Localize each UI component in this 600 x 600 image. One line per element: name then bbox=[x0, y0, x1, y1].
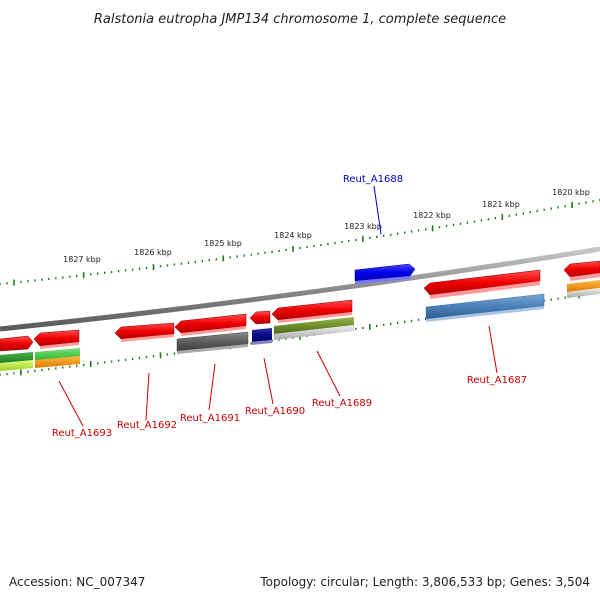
map-title: Ralstonia eutropha JMP134 chromosome 1, … bbox=[94, 12, 506, 27]
gene-reut-a1693[interactable] bbox=[0, 335, 34, 352]
gene-shadow bbox=[426, 306, 544, 322]
gene-shadow bbox=[430, 281, 540, 299]
gene-right-edge[interactable] bbox=[563, 260, 600, 278]
gene-shadow bbox=[355, 276, 410, 284]
label-reut-a1691[interactable]: Reut_A1691 bbox=[180, 413, 240, 424]
gene-shadow bbox=[181, 326, 246, 336]
feature-light-bar-right bbox=[567, 288, 600, 298]
gene-reut-a1689[interactable] bbox=[271, 299, 353, 321]
leader-reut-a1690 bbox=[263, 357, 274, 405]
leader-reut-a1689 bbox=[316, 350, 341, 397]
gene-shadow bbox=[278, 312, 352, 323]
label-reut-a1690[interactable]: Reut_A1690 bbox=[245, 406, 305, 417]
tick-label-1823: 1823 kbp bbox=[344, 222, 382, 231]
gene-shadow bbox=[570, 273, 600, 281]
label-reut-a1688[interactable]: Reut_A1688 bbox=[343, 174, 403, 185]
leader-reut-a1693 bbox=[58, 380, 84, 427]
gene-reut-a1691[interactable] bbox=[174, 313, 247, 334]
tick-label-1820: 1820 kbp bbox=[552, 188, 590, 197]
feature-orange-bar bbox=[35, 356, 80, 368]
label-reut-a1689[interactable]: Reut_A1689 bbox=[312, 398, 372, 409]
gene-reut-a1690[interactable] bbox=[249, 310, 271, 325]
feature-light-gray-bar bbox=[274, 325, 354, 340]
reverse-strand-genes bbox=[0, 280, 600, 371]
feature-navy-bar bbox=[252, 328, 272, 342]
forward-strand-genes bbox=[354, 260, 600, 299]
outer-tick-ring bbox=[0, 198, 600, 286]
label-reut-a1687[interactable]: Reut_A1687 bbox=[467, 375, 527, 386]
gene-reut-a1688[interactable] bbox=[354, 263, 416, 282]
leader-reut-a1687 bbox=[488, 325, 498, 374]
gene-left-red-2[interactable] bbox=[33, 329, 80, 347]
chromosome-backbone bbox=[0, 246, 600, 332]
footer-accession: Accession: NC_007347 bbox=[9, 575, 145, 589]
tick-label-1827: 1827 kbp bbox=[63, 255, 101, 264]
label-reut-a1692[interactable]: Reut_A1692 bbox=[117, 420, 177, 431]
tick-label-1822: 1822 kbp bbox=[413, 211, 451, 220]
tick-label-1824: 1824 kbp bbox=[274, 231, 312, 240]
feature-lime-bar bbox=[0, 360, 33, 371]
gene-reut-a1692[interactable] bbox=[114, 322, 175, 340]
tick-label-1825: 1825 kbp bbox=[204, 239, 242, 248]
leader-reut-a1688 bbox=[373, 185, 382, 235]
label-leader-lines bbox=[58, 185, 498, 427]
tick-label-1821: 1821 kbp bbox=[482, 200, 520, 209]
tick-labels: 1827 kbp 1826 kbp 1825 kbp 1824 kbp 1823… bbox=[63, 188, 590, 264]
gene-shadow bbox=[177, 344, 248, 354]
gene-shadow bbox=[252, 340, 272, 345]
leader-reut-a1691 bbox=[208, 363, 216, 411]
label-reut-a1693[interactable]: Reut_A1693 bbox=[52, 428, 112, 439]
gene-shadow bbox=[121, 334, 174, 342]
gene-labels: Reut_A1688 Reut_A1687 Reut_A1689 Reut_A1… bbox=[52, 174, 527, 439]
footer-summary: Topology: circular; Length: 3,806,533 bp… bbox=[259, 575, 590, 589]
gene-shadow bbox=[40, 342, 79, 349]
tick-label-1826: 1826 kbp bbox=[134, 248, 172, 257]
feature-olive-bar bbox=[274, 317, 354, 334]
leader-reut-a1692 bbox=[145, 372, 150, 421]
gene-reut-a1687[interactable] bbox=[423, 269, 541, 296]
